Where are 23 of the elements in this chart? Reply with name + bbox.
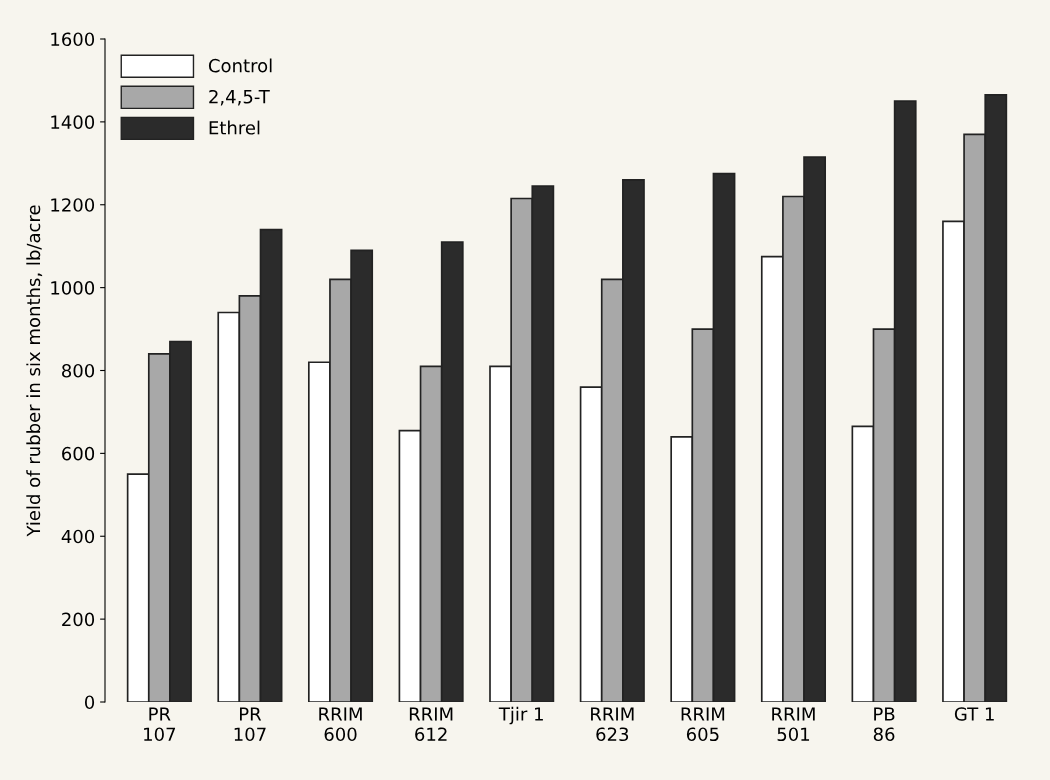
legend-label: Ethrel: [209, 120, 260, 135]
x-tick-label: GT 1: [954, 707, 994, 721]
y-axis-title: Yield of rubber in six months, lb/acre: [26, 205, 43, 537]
y-tick-label: 800: [62, 363, 95, 378]
y-tick-label: 400: [61, 529, 95, 544]
y-tick-label: 1600: [51, 32, 95, 47]
y-tick-label: 0: [84, 695, 95, 710]
x-tick-label: Tjir 1: [498, 706, 543, 725]
x-tick-label: PR 107: [234, 707, 266, 742]
x-tick-label: PR 107: [144, 707, 176, 742]
y-tick-label: 1200: [51, 198, 95, 212]
x-tick-label: RRIM 600: [319, 707, 362, 742]
x-tick-label: RRIM 612: [409, 707, 453, 742]
y-tick-label: 600: [62, 446, 95, 461]
x-tick-label: RRIM 605: [681, 707, 725, 742]
x-tick-label: PB 86: [873, 707, 895, 742]
x-tick-label: RRIM 501: [772, 707, 815, 742]
x-tick-label: RRIM 623: [591, 707, 634, 742]
y-tick-label: 1400: [51, 115, 95, 129]
legend-label: Control: [208, 58, 272, 73]
y-tick-label: 200: [62, 612, 95, 627]
legend-label: 2,4,5-T: [209, 89, 270, 106]
y-tick-label: 1000: [51, 281, 95, 295]
